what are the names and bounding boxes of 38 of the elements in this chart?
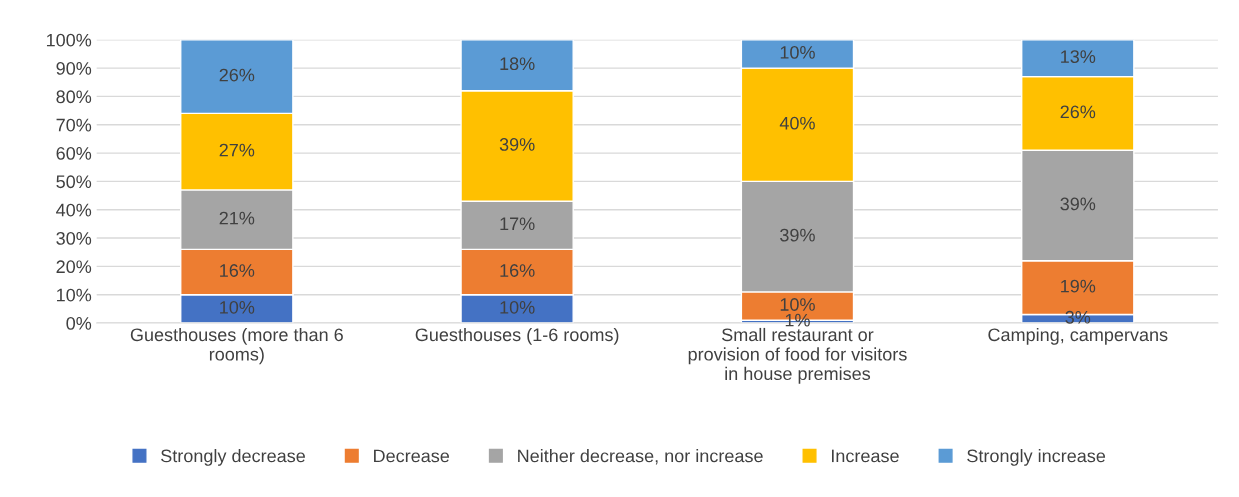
data-label: 10% — [780, 45, 815, 59]
data-label: 17% — [500, 217, 535, 231]
y-tick-label: 60% — [56, 147, 92, 160]
legend-label: Neither decrease, nor increase — [518, 449, 763, 465]
x-tick-label: Guesthouses (more than 6 rooms) — [130, 327, 343, 365]
data-label: 26% — [219, 68, 255, 82]
data-label: 39% — [780, 228, 815, 242]
legend-label: Strongly decrease — [161, 449, 305, 466]
legend-label: Increase — [831, 449, 899, 463]
legend-label: Decrease — [374, 449, 450, 463]
data-label: 40% — [779, 116, 815, 130]
y-tick-label: 70% — [56, 118, 92, 132]
data-label: 10% — [220, 300, 255, 314]
y-tick-label: 80% — [56, 90, 92, 104]
data-label: 19% — [1061, 279, 1096, 293]
data-label: 13% — [1061, 50, 1096, 64]
data-label: 39% — [499, 138, 535, 151]
y-tick-label: 40% — [56, 203, 92, 217]
data-label: 21% — [219, 211, 255, 225]
y-tick-label: 10% — [57, 288, 92, 302]
x-tick-label: Camping, campervans — [988, 327, 1168, 345]
x-tick-label: Guesthouses (1-6 rooms) — [415, 327, 619, 345]
y-tick-label: 50% — [56, 175, 92, 189]
data-label: 16% — [220, 264, 255, 277]
y-tick-label: 90% — [56, 62, 92, 75]
data-label: 27% — [219, 143, 255, 157]
y-tick-label: 30% — [56, 232, 92, 245]
data-label: 18% — [500, 57, 535, 71]
y-tick-label: 20% — [56, 260, 92, 274]
data-label: 39% — [1060, 197, 1096, 211]
y-tick-label: 0% — [66, 316, 92, 330]
data-label: 26% — [1060, 105, 1096, 119]
data-label: 10% — [500, 300, 535, 314]
x-tick-label: Small restaurant or provision of food for visitors in house premises — [688, 327, 907, 384]
legend-label: Strongly increase — [967, 449, 1106, 466]
data-label: 10% — [780, 298, 815, 311]
y-tick-label: 100% — [46, 33, 92, 47]
data-label: 16% — [500, 264, 535, 277]
